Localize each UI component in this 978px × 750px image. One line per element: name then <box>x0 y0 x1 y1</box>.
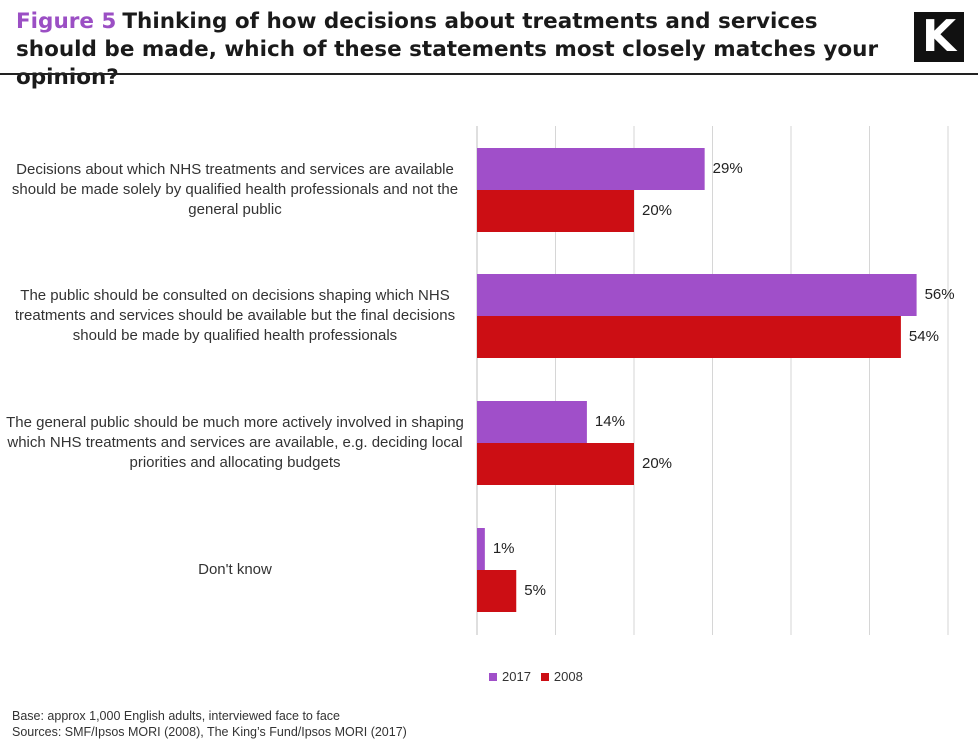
footer: Base: approx 1,000 English adults, inter… <box>12 708 407 740</box>
category-label-4: Don't know <box>198 561 272 578</box>
category-label-2: The public should be consulted on decisi… <box>14 287 456 344</box>
value-label-2008-cat4: 5% <box>524 582 546 599</box>
bar-2008-cat4 <box>477 570 517 612</box>
title-divider <box>0 73 978 75</box>
footer-base: Base: approx 1,000 English adults, inter… <box>12 709 340 723</box>
footer-sources: Sources: SMF/Ipsos MORI (2008), The King… <box>12 725 407 739</box>
bar-2017-cat3 <box>477 401 587 443</box>
category-label-1: Decisions about which NHS treatments and… <box>11 161 459 218</box>
legend-swatch-2008 <box>540 672 549 681</box>
legend-swatch-2017 <box>489 672 497 681</box>
figure-label: Figure 5 <box>16 9 117 34</box>
bar-2017-cat2 <box>477 274 917 316</box>
value-label-2017-cat1: 29% <box>712 160 743 177</box>
value-label-2008-cat2: 54% <box>908 328 939 345</box>
kings-fund-logo: K <box>914 12 964 62</box>
bar-chart <box>476 126 949 635</box>
bar-2017-cat1 <box>477 148 705 190</box>
value-label-2017-cat3: 14% <box>594 413 625 430</box>
bar-2008-cat1 <box>477 190 634 232</box>
value-label-2008-cat3: 20% <box>642 455 673 472</box>
bar-2008-cat3 <box>477 443 634 485</box>
bar-2017-cat4 <box>477 528 485 570</box>
chart-title: Figure 5 Thinking of how decisions about … <box>16 8 896 92</box>
category-label-3: The general public should be much more a… <box>6 414 464 471</box>
value-label-2017-cat2: 56% <box>924 286 955 303</box>
legend-label-2017: 2017 <box>502 669 531 684</box>
legend-label-2008: 2008 <box>553 669 583 684</box>
legend-item-2017: 2017 <box>489 669 531 684</box>
legend-item-2008: 2008 <box>540 669 583 684</box>
value-label-2008-cat1: 20% <box>642 202 673 219</box>
value-label-2017-cat4: 1% <box>492 540 515 557</box>
title-text: Thinking of how decisions about treatmen… <box>16 9 879 90</box>
bar-2008-cat2 <box>477 316 901 358</box>
legend: 2017 2008 <box>489 669 593 684</box>
